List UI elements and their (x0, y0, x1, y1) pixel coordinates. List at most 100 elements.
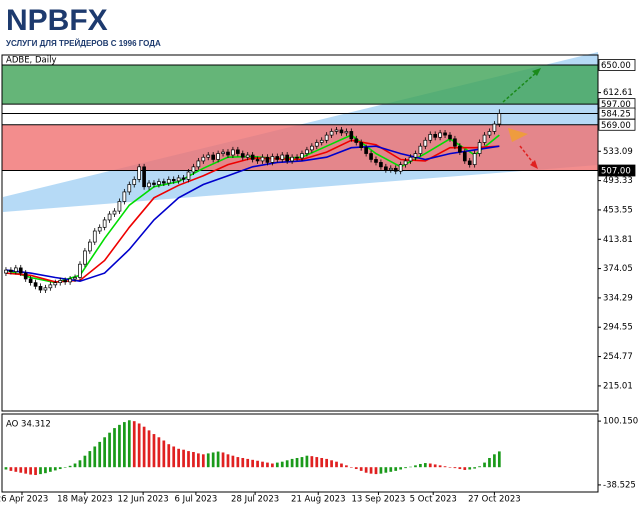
candle-body (310, 145, 314, 151)
ao-bar (172, 446, 176, 468)
ao-bar (73, 463, 77, 468)
y-tick-label: 374.05 (603, 264, 633, 274)
candle-body (157, 181, 161, 185)
candle-body (300, 153, 304, 159)
candle-body (329, 131, 334, 136)
y-tick-label: 294.55 (603, 323, 633, 333)
candle-body (92, 230, 97, 243)
ao-bar (320, 457, 324, 468)
ao-bar (359, 467, 363, 471)
zone (2, 124, 598, 171)
x-tick-label: 28 Jul 2023 (231, 495, 279, 505)
candle-body (349, 131, 354, 140)
annotations (502, 68, 541, 169)
ao-bar (468, 467, 472, 470)
ao-bar (137, 423, 141, 468)
y-tick-label: 254.77 (603, 352, 633, 362)
logo: NPBFX (6, 4, 108, 37)
candle-body (443, 132, 447, 136)
candle-body (275, 156, 280, 160)
ao-bar (123, 422, 126, 468)
y-tick-label: 533.09 (603, 147, 633, 157)
ao-bar (201, 454, 205, 468)
ao-bar (394, 467, 398, 471)
candle-body (152, 182, 156, 185)
ao-bar (24, 467, 28, 474)
x-tick-label: 18 May 2023 (57, 495, 112, 505)
candle-body (250, 154, 255, 160)
candle-body (137, 166, 141, 180)
ao-bar (488, 457, 491, 468)
y-tick-label: 215.01 (603, 381, 633, 391)
candle-body (231, 149, 235, 156)
ao-bar (285, 460, 289, 468)
ao-bar (493, 454, 496, 468)
candle-body (58, 280, 63, 283)
ao-bar (221, 452, 225, 468)
candle-body (364, 147, 368, 154)
candle-body (18, 267, 23, 274)
level-label: 507.00 (601, 167, 631, 177)
ao-bar (423, 463, 427, 468)
ao-bar (369, 467, 373, 474)
candle-body (221, 151, 225, 154)
ao-bar (78, 460, 82, 468)
ao-bar (419, 463, 422, 468)
y-tick-label: 493.33 (603, 176, 633, 186)
ao-bar (103, 437, 106, 468)
candle-body (107, 213, 112, 221)
x-tick-label: 21 Aug 2023 (291, 495, 345, 505)
ao-bar (453, 467, 457, 469)
triangle-pattern (508, 128, 528, 142)
ao-bar (310, 456, 314, 468)
candle-body (482, 134, 487, 143)
ao-bar (438, 465, 442, 468)
ao-bar (478, 466, 481, 468)
y-tick-label: 612.61 (603, 88, 633, 98)
zone (2, 65, 598, 105)
candle-body (38, 285, 43, 291)
candle-body (398, 164, 403, 172)
candle-body (448, 134, 452, 140)
level-label: 597.00 (601, 100, 631, 110)
candle-body (142, 166, 146, 188)
up-arrow (502, 71, 538, 103)
ao-bar (389, 467, 393, 472)
candle-body (63, 280, 67, 283)
y-tick-label: 413.81 (603, 235, 633, 245)
candle-body (462, 151, 467, 162)
ao-bar (261, 461, 264, 468)
ao-bar (340, 463, 343, 468)
candle-body (216, 153, 220, 160)
ao-bar (335, 461, 338, 468)
candle-body (48, 284, 53, 289)
ao-bar (458, 467, 462, 470)
candle-body (359, 142, 364, 149)
ao-tick-label: -38.525 (603, 480, 636, 490)
candle-body (236, 149, 240, 154)
ao-bar (4, 467, 8, 470)
ao-bar (384, 467, 388, 473)
candle-body (73, 277, 77, 280)
level-label-box (598, 59, 636, 71)
candle-body (344, 131, 349, 134)
candle-body (33, 282, 38, 287)
ao-bar (448, 467, 452, 468)
ao-bar (93, 446, 97, 468)
indicator-title: AO 34.312 (6, 420, 51, 430)
candle-body (438, 132, 442, 138)
ao-bar (409, 466, 412, 468)
ao-bar (379, 467, 383, 474)
candle-body (78, 263, 82, 278)
ao-bar (108, 432, 111, 468)
candle-body (433, 134, 438, 138)
ao-bar (300, 457, 304, 468)
candle-body (477, 142, 482, 154)
ao-bar (404, 467, 407, 469)
candle-body (171, 179, 176, 182)
candle-body (413, 153, 418, 158)
candle-body (68, 278, 72, 283)
ao-bar (192, 452, 195, 468)
up-arrow-head (532, 68, 541, 76)
